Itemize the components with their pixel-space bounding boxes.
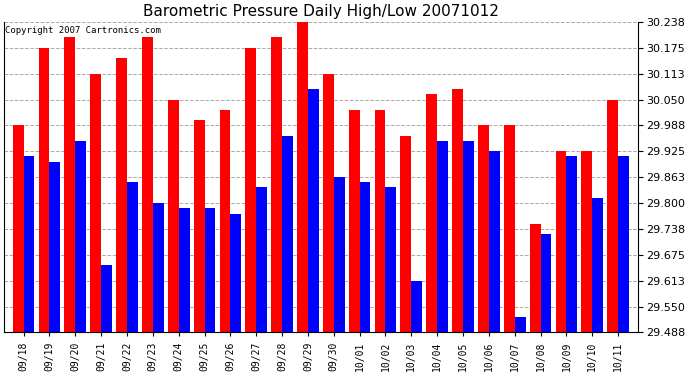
Bar: [142, 38, 152, 332]
Bar: [308, 89, 319, 332]
Title: Barometric Pressure Daily High/Low 20071012: Barometric Pressure Daily High/Low 20071…: [143, 4, 499, 19]
Bar: [194, 120, 204, 332]
Bar: [271, 38, 282, 332]
Bar: [540, 234, 551, 332]
Bar: [411, 280, 422, 332]
Bar: [582, 152, 592, 332]
Text: Copyright 2007 Cartronics.com: Copyright 2007 Cartronics.com: [6, 26, 161, 35]
Bar: [101, 266, 112, 332]
Bar: [618, 156, 629, 332]
Bar: [400, 136, 411, 332]
Bar: [168, 100, 179, 332]
Bar: [12, 125, 23, 332]
Bar: [256, 188, 267, 332]
Bar: [23, 156, 34, 332]
Bar: [230, 213, 241, 332]
Bar: [116, 58, 127, 332]
Bar: [90, 74, 101, 332]
Bar: [437, 141, 448, 332]
Bar: [50, 162, 60, 332]
Bar: [348, 110, 359, 332]
Bar: [478, 125, 489, 332]
Bar: [504, 125, 515, 332]
Bar: [489, 152, 500, 332]
Bar: [566, 156, 578, 332]
Bar: [359, 183, 371, 332]
Bar: [75, 141, 86, 332]
Bar: [127, 183, 138, 332]
Bar: [323, 74, 334, 332]
Bar: [334, 177, 344, 332]
Bar: [375, 110, 386, 332]
Bar: [152, 203, 164, 332]
Bar: [426, 94, 437, 332]
Bar: [179, 208, 190, 332]
Bar: [282, 136, 293, 332]
Bar: [555, 152, 566, 332]
Bar: [530, 224, 540, 332]
Bar: [592, 198, 603, 332]
Bar: [219, 110, 230, 332]
Bar: [204, 208, 215, 332]
Bar: [452, 89, 463, 332]
Bar: [515, 317, 526, 332]
Bar: [386, 188, 396, 332]
Bar: [297, 22, 308, 332]
Bar: [64, 38, 75, 332]
Bar: [463, 141, 474, 332]
Bar: [246, 48, 256, 332]
Bar: [607, 100, 618, 332]
Bar: [39, 48, 50, 332]
